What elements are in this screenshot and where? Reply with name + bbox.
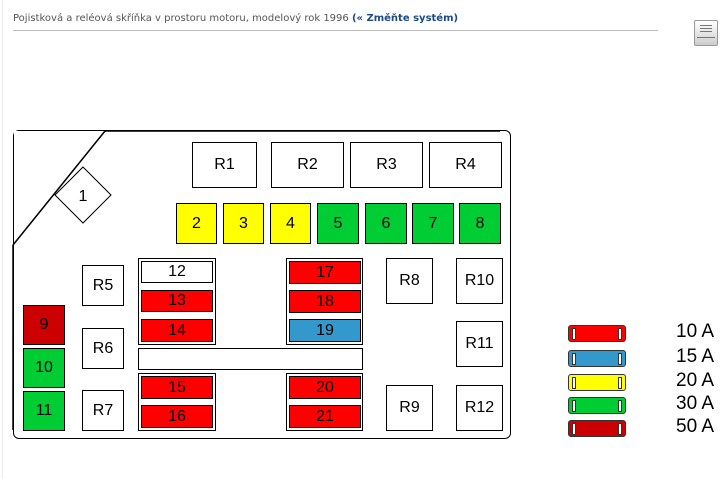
relay-R10: R10 — [456, 258, 503, 304]
relay-R5: R5 — [82, 265, 124, 306]
legend-fuse-swatch — [568, 374, 626, 391]
fuse-19: 19 — [289, 319, 361, 342]
fuse-13: 13 — [141, 290, 213, 312]
fuse-17: 17 — [289, 261, 361, 284]
legend-fuse-swatch — [568, 420, 626, 437]
relay-R7: R7 — [82, 390, 124, 431]
relay-R3: R3 — [350, 142, 423, 188]
legend-label: 20 A — [676, 370, 715, 391]
fuse-18: 18 — [289, 290, 361, 313]
relay-R11: R11 — [456, 321, 503, 367]
printer-icon[interactable] — [694, 20, 718, 46]
fuse-group — [138, 258, 216, 345]
fuse-3: 3 — [223, 203, 264, 244]
relay-R2: R2 — [271, 142, 344, 188]
fuse-8: 8 — [459, 203, 501, 244]
fuse-16: 16 — [141, 405, 213, 428]
relay-R4: R4 — [429, 142, 502, 188]
divider — [13, 30, 658, 31]
title-text: Pojistková a reléová skříňka v prostoru … — [13, 13, 349, 24]
fuse-6: 6 — [365, 203, 407, 244]
legend-label: 15 A — [676, 346, 715, 367]
legend-label: 50 A — [676, 416, 715, 437]
change-system-link[interactable]: (« Změňte systém) — [351, 13, 459, 24]
fuse-group — [138, 373, 216, 431]
fuse-15: 15 — [141, 376, 213, 399]
legend-label: 30 A — [676, 393, 715, 414]
relay-R6: R6 — [82, 328, 124, 369]
relay-R12: R12 — [456, 385, 503, 431]
left-border — [2, 0, 3, 479]
legend-label: 10 A — [676, 321, 715, 342]
fuse-group — [286, 258, 363, 345]
legend-fuse-swatch — [568, 325, 626, 342]
page-title: Pojistková a reléová skříňka v prostoru … — [13, 13, 458, 24]
fuse-5: 5 — [317, 203, 359, 244]
fuse-14: 14 — [141, 319, 213, 342]
fuse-4: 4 — [270, 203, 311, 244]
fuse-9: 9 — [23, 305, 65, 345]
empty-slot — [138, 348, 363, 370]
fuse-12: 12 — [141, 261, 213, 283]
fuse-11: 11 — [23, 391, 65, 431]
fuse-20: 20 — [289, 376, 361, 399]
fuse-10: 10 — [23, 348, 65, 388]
legend-fuse-swatch — [568, 350, 626, 367]
fuse-1-label: 1 — [79, 188, 88, 205]
fuse-1-diamond — [54, 166, 112, 224]
relay-R8: R8 — [386, 258, 433, 304]
legend-fuse-swatch — [568, 397, 626, 414]
fuse-7: 7 — [412, 203, 454, 244]
fuse-group — [286, 373, 363, 431]
relay-R1: R1 — [192, 142, 257, 188]
relay-R9: R9 — [386, 385, 433, 431]
fuse-21: 21 — [289, 405, 361, 428]
fuse-2: 2 — [176, 203, 217, 244]
